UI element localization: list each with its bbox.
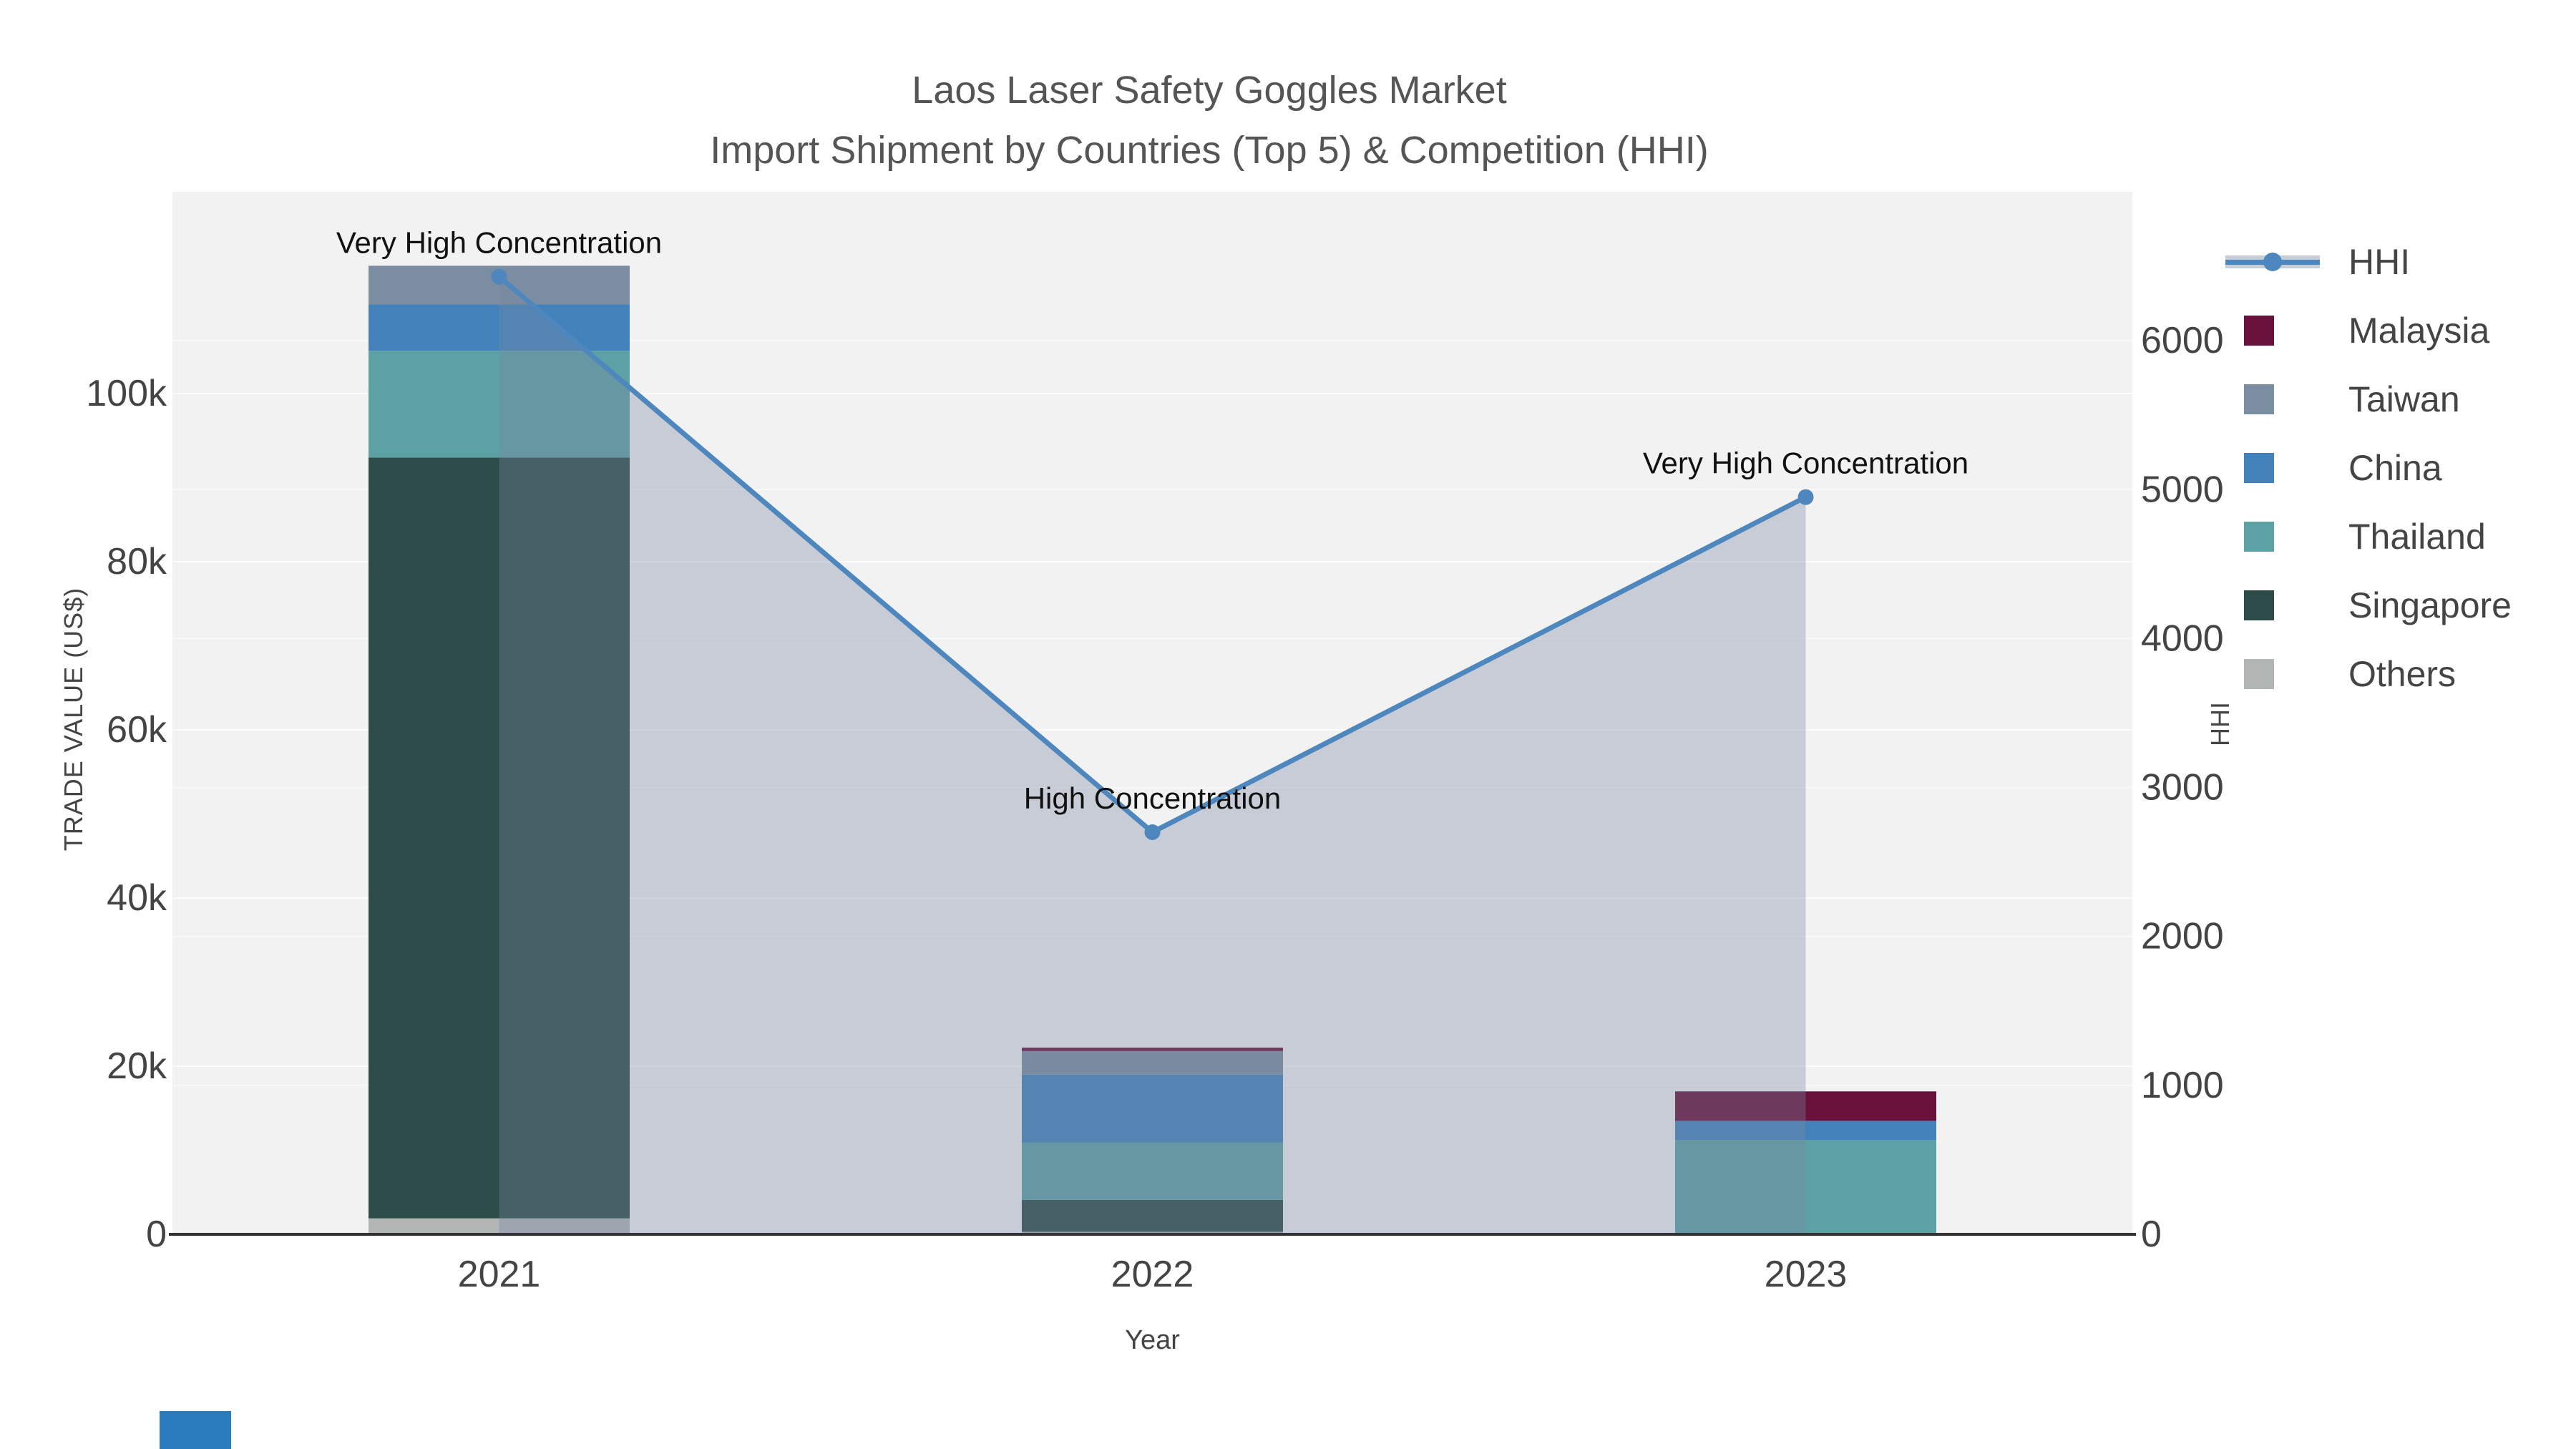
bar-segment-thailand-2021 — [369, 351, 630, 458]
legend: HHI Malaysia Taiwan China Thailand Singapore O… — [2225, 228, 2512, 708]
x-tick-2023: 2023 — [1765, 1254, 1848, 1295]
y-left-tick-100k: 100k — [86, 373, 167, 414]
bar-segment-others-2021 — [369, 1218, 630, 1234]
legend-label: China — [2348, 448, 2442, 488]
bar-segment-thailand-2022 — [1022, 1142, 1283, 1200]
y-left-tick-20k: 20k — [107, 1045, 167, 1087]
y-right-tick-2000: 2000 — [2141, 916, 2224, 957]
y-right-tick-4000: 4000 — [2141, 618, 2224, 659]
bar-segment-singapore-2022 — [1022, 1199, 1283, 1232]
legend-label: Thailand — [2348, 517, 2486, 557]
legend-label: Others — [2348, 654, 2457, 694]
bar-segment-malaysia-2023 — [1675, 1091, 1936, 1121]
bar-segment-china-2021 — [369, 304, 630, 351]
y-right-tick-0: 0 — [2141, 1214, 2162, 1255]
bar-segment-taiwan-2022 — [1022, 1050, 1283, 1075]
x-tick-2021: 2021 — [458, 1254, 541, 1295]
bar-segment-china-2022 — [1022, 1074, 1283, 1143]
legend-swatch — [2225, 522, 2333, 552]
legend-swatch — [2225, 453, 2333, 483]
legend-swatch — [2225, 659, 2333, 689]
bar-segment-malaysia-2022 — [1022, 1048, 1283, 1051]
y-left-tick-60k: 60k — [107, 709, 167, 751]
y-axis-right-title: HHI — [2205, 702, 2235, 746]
hhi-marker-2023 — [1797, 489, 1814, 505]
legend-label: Taiwan — [2348, 379, 2460, 419]
bar-segment-thailand-2023 — [1675, 1140, 1936, 1234]
legend-label: HHI — [2348, 242, 2411, 282]
legend-item-hhi[interactable]: HHI — [2225, 228, 2512, 296]
legend-swatch — [2225, 384, 2333, 414]
legend-swatch — [2225, 590, 2333, 620]
legend-label: Singapore — [2348, 585, 2512, 625]
legend-label: Malaysia — [2348, 311, 2490, 351]
legend-item-china[interactable]: China — [2225, 434, 2512, 502]
bar-segment-singapore-2021 — [369, 457, 630, 1219]
y-right-tick-1000: 1000 — [2141, 1065, 2224, 1106]
legend-item-malaysia[interactable]: Malaysia — [2225, 296, 2512, 365]
y-left-tick-40k: 40k — [107, 877, 167, 919]
chart-title-line2: Import Shipment by Countries (Top 5) & C… — [710, 129, 1709, 172]
y-right-tick-5000: 5000 — [2141, 469, 2224, 510]
y-left-tick-80k: 80k — [107, 541, 167, 582]
y-axis-left-title: TRADE VALUE (US$) — [59, 587, 88, 852]
bar-segment-china-2023 — [1675, 1121, 1936, 1141]
x-tick-2022: 2022 — [1111, 1254, 1194, 1295]
legend-item-others[interactable]: Others — [2225, 640, 2512, 708]
hhi-area-fill — [499, 276, 1806, 1235]
legend-item-thailand[interactable]: Thailand — [2225, 502, 2512, 571]
y-right-tick-3000: 3000 — [2141, 767, 2224, 809]
annotation-2022: High Concentration — [1024, 781, 1282, 815]
annotation-2023: Very High Concentration — [1643, 447, 1968, 480]
legend-item-taiwan[interactable]: Taiwan — [2225, 365, 2512, 434]
legend-swatch — [2225, 316, 2333, 346]
hhi-marker-2021 — [491, 268, 507, 285]
y-right-tick-6000: 6000 — [2141, 320, 2224, 361]
chart-title-line1: Laos Laser Safety Goggles Market — [912, 69, 1507, 112]
y-left-tick-0: 0 — [146, 1214, 167, 1255]
legend-item-singapore[interactable]: Singapore — [2225, 571, 2512, 640]
partial-blue-element — [160, 1411, 231, 1449]
x-axis-title: Year — [1125, 1325, 1180, 1355]
legend-line-sample — [2225, 247, 2333, 277]
hhi-marker-2022 — [1144, 824, 1161, 841]
annotation-2021: Very High Concentration — [336, 226, 662, 260]
